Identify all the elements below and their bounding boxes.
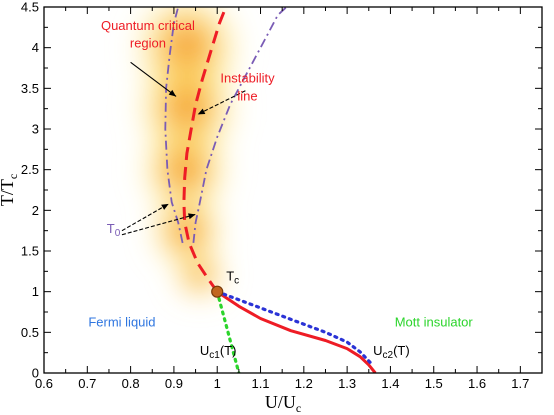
arrow-quantum-critical	[130, 61, 177, 97]
y-axis-title: T/Tc	[0, 174, 20, 206]
y-tick-label: 1.5	[21, 244, 39, 259]
x-tick-label: 1.6	[468, 376, 486, 391]
axis-ticks: 0.6 0.7 0.8 0.9 1 1.1 1.2 1.3 1.4 1.5 1.6 1.7 0 0.5 1 1…	[21, 0, 542, 391]
arrow-t0-left	[121, 203, 169, 232]
annotation-labels: Quantum critical region Instability line T0 F…	[88, 18, 473, 361]
annotation-u-c1: Uc1(T)	[200, 343, 237, 361]
y-tick-label: 0	[32, 366, 39, 381]
markers-layer: Tc	[211, 269, 239, 298]
y-tick-label: 0.5	[21, 325, 39, 340]
y-tick-label: 2.5	[21, 162, 39, 177]
arrow-t0-right-head	[188, 213, 196, 220]
arrow-t0-left-head	[161, 203, 169, 210]
series-line-dotted-2	[215, 290, 373, 365]
annotation-quantum-critical: Quantum critical	[101, 18, 195, 33]
annotation-arrows	[121, 61, 246, 236]
annotation-t-0: T0	[107, 221, 121, 239]
y-tick-label: 4.5	[21, 0, 39, 15]
x-tick-label: 0.8	[122, 376, 140, 391]
annotation-u-c2: Uc2(T)	[373, 343, 410, 361]
y-tick-label: 3.5	[21, 81, 39, 96]
x-axis-title: U/Uc	[265, 392, 301, 415]
annotation-instability: Instability	[220, 71, 275, 86]
critical-point-marker	[211, 285, 224, 298]
arrow-instability	[197, 90, 246, 115]
critical-point-label: Tc	[226, 269, 239, 287]
annotation-mott-insulator: Mott insulator	[395, 315, 474, 330]
series-line-dashed-0	[182, 7, 228, 293]
arrow-instability-head	[197, 108, 206, 115]
series-line-solid-1	[216, 290, 377, 373]
series-line-dashdot-5	[192, 7, 288, 243]
x-tick-label: 0.9	[165, 376, 183, 391]
annotation-fermi-liquid: Fermi liquid	[88, 315, 155, 330]
x-tick-label: 1.4	[381, 376, 399, 391]
y-tick-label: 1	[32, 284, 39, 299]
x-tick-label: 1	[214, 376, 221, 391]
annotation-region: region	[130, 36, 166, 51]
x-tick-label: 1.1	[251, 376, 269, 391]
series-layer	[164, 7, 377, 373]
y-tick-label: 2	[32, 203, 39, 218]
series-line-dotted-3	[215, 290, 241, 373]
arrow-quantum-critical-head	[168, 89, 177, 97]
series-line-dashdot-4	[164, 7, 184, 244]
y-tick-label: 4	[32, 40, 39, 55]
x-tick-label: 0.6	[35, 376, 53, 391]
x-tick-label: 1.5	[425, 376, 443, 391]
arrow-t0-right	[121, 213, 196, 236]
x-tick-label: 0.7	[78, 376, 96, 391]
x-tick-label: 1.2	[295, 376, 313, 391]
x-tick-label: 1.3	[338, 376, 356, 391]
y-tick-label: 3	[32, 122, 39, 137]
x-tick-label: 1.7	[511, 376, 529, 391]
annotation-line: line	[237, 89, 257, 104]
